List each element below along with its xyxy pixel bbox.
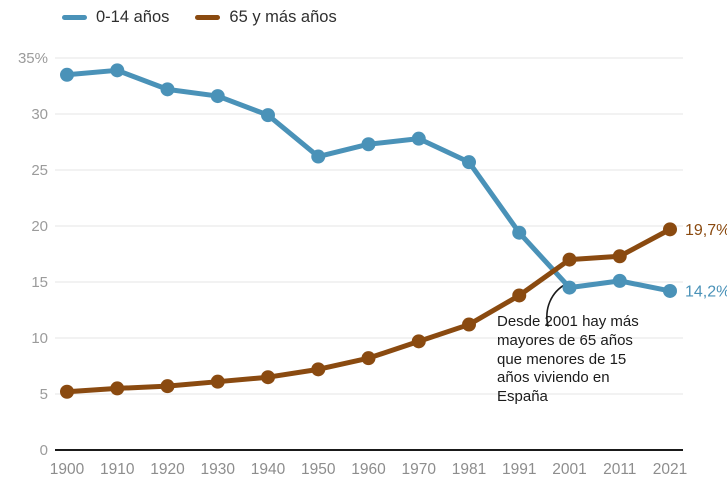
data-point[interactable] — [261, 370, 275, 385]
x-axis-tick-label: 2021 — [653, 461, 687, 478]
data-point[interactable] — [311, 362, 326, 377]
data-point[interactable] — [612, 249, 627, 264]
legend-label: 65 y más años — [229, 8, 337, 26]
data-point[interactable] — [361, 137, 376, 152]
y-axis-tick-label: 30 — [31, 106, 48, 123]
y-axis-tick-label: 0 — [40, 442, 48, 459]
y-axis-tick-label: 15 — [31, 274, 48, 291]
legend-swatch-blue-icon — [62, 14, 87, 20]
data-point[interactable] — [663, 222, 677, 237]
data-point[interactable] — [311, 149, 326, 164]
data-point[interactable] — [612, 273, 627, 288]
x-axis-tick-label: 1960 — [351, 461, 386, 478]
data-point[interactable] — [562, 280, 577, 295]
y-axis-tick-label: 20 — [31, 218, 48, 235]
x-axis-tick-label: 1950 — [301, 461, 336, 478]
y-axis-tick-label: 10 — [31, 330, 48, 347]
x-axis-tick-label: 1910 — [100, 461, 135, 478]
series-end-label: 14,2% — [685, 283, 727, 300]
data-point[interactable] — [160, 82, 175, 97]
annotation-line: mayores de 65 años — [497, 331, 633, 349]
data-point[interactable] — [462, 317, 476, 332]
series-end-label: 19,7% — [685, 222, 727, 239]
annotation-line: años viviendo en — [497, 369, 610, 387]
data-point[interactable] — [512, 225, 527, 240]
annotation-line: que menores de 15 — [497, 350, 627, 368]
x-axis-tick-label: 1991 — [502, 461, 536, 478]
y-axis-tick-label: 5 — [40, 386, 48, 403]
data-point[interactable] — [512, 288, 527, 303]
x-axis-tick-label: 1970 — [402, 461, 437, 478]
x-axis-tick-label: 1940 — [251, 461, 286, 478]
legend-label: 0-14 años — [96, 8, 170, 26]
y-axis-tick-label: 35% — [18, 50, 48, 67]
x-axis-tick-label: 2011 — [603, 461, 636, 478]
x-axis-tick-label: 1900 — [50, 461, 85, 478]
data-point[interactable] — [60, 384, 74, 399]
x-axis-tick-label: 2001 — [552, 461, 586, 478]
data-point[interactable] — [411, 334, 426, 349]
data-point[interactable] — [361, 351, 376, 366]
legend-item-65-plus: 65 y más años — [195, 8, 337, 26]
annotation-line: Desde 2001 hay más — [497, 313, 639, 330]
legend-item-0-14: 0-14 años — [62, 9, 169, 26]
x-axis-tick-label: 1930 — [201, 461, 236, 478]
x-axis-tick-label: 1981 — [452, 461, 486, 478]
legend-swatch-brown-icon — [195, 14, 221, 20]
data-point[interactable] — [261, 108, 275, 123]
data-point[interactable] — [110, 381, 125, 396]
data-point[interactable] — [110, 63, 125, 78]
legend: 0-14 años 65 y más años — [62, 9, 337, 26]
chart-annotation: Desde 2001 hay más mayores de 65 años qu… — [497, 313, 647, 407]
data-point[interactable] — [160, 379, 175, 394]
annotation-callout-curve — [546, 283, 567, 327]
annotation-line: España — [497, 388, 548, 406]
data-point[interactable] — [663, 283, 677, 298]
y-axis-tick-label: 25 — [31, 162, 48, 179]
data-point[interactable] — [462, 155, 476, 170]
data-point[interactable] — [411, 131, 426, 146]
x-axis-tick-label: 1920 — [150, 461, 185, 478]
data-point[interactable] — [60, 67, 74, 82]
data-point[interactable] — [562, 252, 577, 267]
data-point[interactable] — [210, 374, 225, 389]
data-point[interactable] — [210, 89, 225, 104]
